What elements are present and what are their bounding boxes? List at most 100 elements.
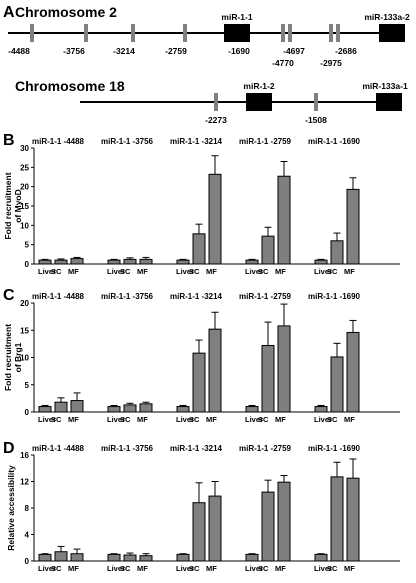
marker-label: -2273: [205, 115, 227, 125]
bar: [107, 406, 121, 413]
y-tick-label: 5: [25, 241, 30, 250]
y-axis-title: Fold recruitment: [3, 172, 13, 239]
category-label: Liver: [107, 415, 125, 424]
marker-label: -1508: [305, 115, 327, 125]
bar: [277, 175, 291, 265]
group-title: miR-1-1 -2759: [239, 292, 292, 301]
y-axis-title: Relative accessibility: [6, 465, 16, 551]
y-tick-label: 30: [20, 144, 29, 153]
group-title: miR-1-1 -3214: [170, 137, 223, 146]
category-label: Liver: [314, 415, 332, 424]
chromosome-18-title: Chromosome 18: [15, 78, 125, 94]
bar: [208, 495, 222, 562]
y-tick-label: 25: [20, 163, 29, 172]
gene-mir-133a-2-box: [379, 24, 405, 42]
bar: [139, 555, 153, 562]
marker-label: -4770: [272, 58, 294, 68]
bar: [208, 173, 222, 265]
bar: [176, 553, 190, 562]
category-label: SC: [327, 267, 338, 276]
category-label: Liver: [176, 564, 194, 573]
bar: [261, 345, 275, 413]
category-label: SC: [258, 415, 269, 424]
bar: [107, 553, 121, 562]
marker-label: -4697: [283, 46, 305, 56]
y-axis-title: of MyoD: [13, 189, 23, 223]
marker-label: -1690: [228, 46, 250, 56]
bar: [261, 491, 275, 562]
bar: [139, 258, 153, 265]
chromosome-2-marker: [281, 24, 285, 42]
group-title: miR-1-1 -1690: [308, 444, 361, 453]
group-title: miR-1-1 -4488: [32, 444, 85, 453]
category-label: MF: [344, 415, 355, 424]
y-tick-label: 15: [20, 326, 29, 335]
bar: [70, 400, 84, 413]
category-label: MF: [206, 564, 217, 573]
y-tick-label: 16: [20, 451, 29, 460]
category-label: SC: [120, 415, 131, 424]
bar: [123, 404, 137, 413]
bar: [245, 259, 259, 265]
bar: [208, 328, 222, 413]
category-label: MF: [344, 564, 355, 573]
bar: [330, 476, 344, 562]
category-label: Liver: [314, 267, 332, 276]
bar: [346, 331, 360, 413]
bar: [70, 258, 84, 265]
marker-label: -2975: [320, 58, 342, 68]
bar: [192, 352, 206, 413]
gene-mir-133a-1-box: [376, 93, 402, 111]
category-label: MF: [137, 415, 148, 424]
group-title: miR-1-1 -3214: [170, 292, 223, 301]
marker-label: -2759: [165, 46, 187, 56]
y-tick-label: 15: [20, 202, 29, 211]
category-label: SC: [327, 564, 338, 573]
y-tick-label: 20: [20, 299, 29, 308]
bar: [192, 233, 206, 265]
group-title: miR-1-1 -2759: [239, 444, 292, 453]
group-title: miR-1-1 -1690: [308, 292, 361, 301]
bar: [38, 259, 52, 265]
bar: [54, 551, 68, 562]
panel-letter: C: [3, 287, 15, 304]
y-tick-label: 20: [20, 183, 29, 192]
bar: [54, 259, 68, 265]
category-label: Liver: [245, 564, 263, 573]
bar: [176, 259, 190, 265]
category-label: SC: [120, 564, 131, 573]
bar: [139, 403, 153, 413]
group-title: miR-1-1 -3756: [101, 137, 154, 146]
y-tick-label: 12: [20, 478, 29, 487]
category-label: SC: [51, 267, 62, 276]
chromosome-2-marker: [183, 24, 187, 42]
bar: [123, 258, 137, 265]
category-label: MF: [206, 415, 217, 424]
bar: [314, 406, 328, 413]
chromosome-2-marker: [329, 24, 333, 42]
group-title: miR-1-1 -4488: [32, 292, 85, 301]
marker-label: -3756: [63, 46, 85, 56]
category-label: MF: [68, 267, 79, 276]
group-title: miR-1-1 -2759: [239, 137, 292, 146]
bar: [70, 553, 84, 562]
category-label: MF: [68, 415, 79, 424]
category-label: Liver: [245, 415, 263, 424]
panel-a-letter: A: [3, 4, 15, 21]
y-axis-title: of Brg1: [13, 342, 23, 372]
y-tick-label: 8: [25, 504, 30, 513]
bar: [38, 553, 52, 562]
panel-letter: D: [3, 440, 15, 457]
bar: [277, 481, 291, 562]
category-label: MF: [137, 267, 148, 276]
category-label: MF: [206, 267, 217, 276]
chromosome-18-marker: [214, 93, 218, 111]
panel-a: A Chromosome 2 miR-1-1 miR-133a-2 -4488 …: [3, 4, 410, 125]
y-tick-label: 10: [20, 354, 29, 363]
category-label: SC: [51, 564, 62, 573]
